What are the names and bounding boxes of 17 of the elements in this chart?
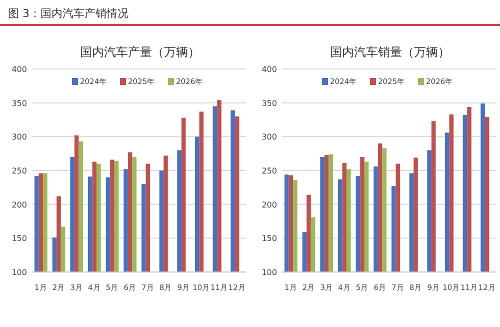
- y-tick-label: 150: [12, 234, 27, 244]
- chart-title: 国内汽车产量（万辆）: [80, 45, 200, 59]
- y-tick-label: 300: [262, 132, 277, 142]
- y-tick-label: 350: [12, 98, 27, 108]
- y-tick-label: 400: [262, 65, 277, 74]
- y-tick-label: 250: [12, 166, 27, 176]
- y-tick-label: 250: [262, 166, 277, 176]
- y-tick-label: 350: [262, 98, 277, 108]
- y-tick-label: 200: [12, 200, 27, 210]
- y-tick-label: 300: [12, 132, 27, 142]
- text: 图 3：国内汽车产销情况: [8, 7, 128, 20]
- y-tick-label: 200: [262, 200, 277, 210]
- y-tick-label: 150: [262, 234, 277, 244]
- y-tick-label: 400: [12, 65, 27, 74]
- y-tick-label: 100: [262, 268, 277, 277]
- chart-title: 国内汽车销量（万辆）: [330, 45, 450, 59]
- y-tick-label: 100: [12, 268, 27, 277]
